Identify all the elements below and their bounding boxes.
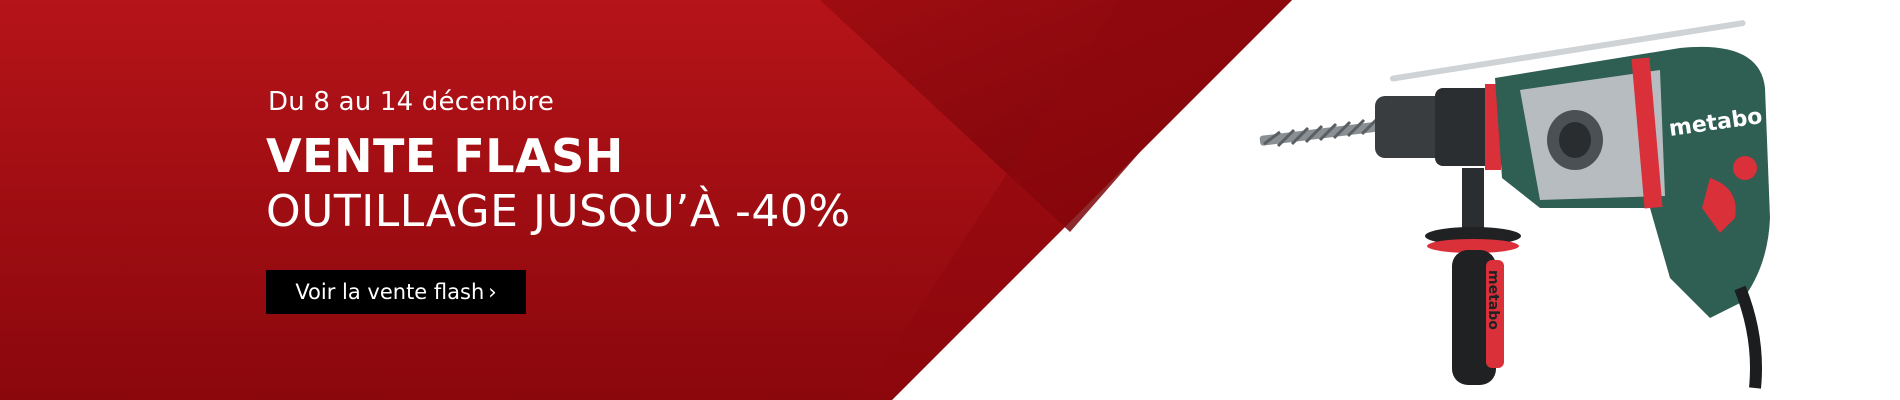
promo-copy: Du 8 au 14 décembre VENTE FLASH OUTILLAG… <box>266 86 851 240</box>
brand-logo-handle: metabo <box>1485 270 1501 330</box>
view-flash-sale-label: Voir la vente flash <box>295 280 485 304</box>
drill-side-handle: metabo <box>1425 168 1521 385</box>
promo-title: VENTE FLASH <box>266 129 624 183</box>
view-flash-sale-button[interactable]: Voir la vente flash › <box>266 270 526 314</box>
promo-subtitle: OUTILLAGE JUSQU’À -40% <box>266 186 851 237</box>
drill-image: metabo metabo <box>1259 20 1770 389</box>
drill-chuck <box>1375 84 1501 170</box>
chevron-right-icon: › <box>488 280 497 304</box>
drill-body: metabo <box>1495 46 1770 318</box>
drill-bit <box>1259 116 1410 148</box>
promo-date: Du 8 au 14 décembre <box>268 87 555 117</box>
